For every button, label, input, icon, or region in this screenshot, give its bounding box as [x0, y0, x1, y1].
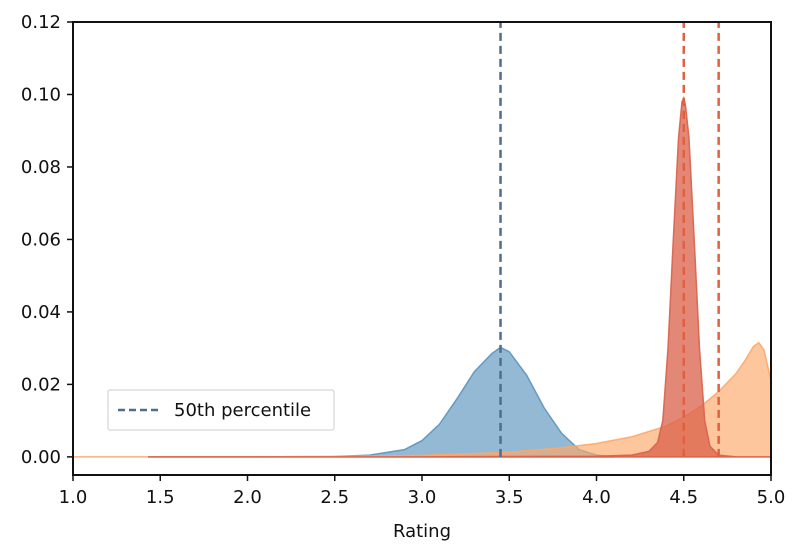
x-tick-label: 4.5 [669, 487, 698, 508]
x-tick-label: 3.0 [408, 487, 437, 508]
y-tick-label: 0.06 [21, 229, 61, 250]
median-lines [499, 22, 720, 457]
legend-label: 50th percentile [174, 400, 311, 421]
density-areas [73, 95, 771, 458]
y-tick-label: 0.12 [21, 12, 61, 33]
y-tick-label: 0.08 [21, 157, 61, 178]
x-tick-label: 5.0 [757, 487, 786, 508]
x-axis: 1.0 1.5 2.0 2.5 3.0 3.5 4.0 4.5 5.0 [59, 475, 786, 508]
x-tick-label: 1.5 [146, 487, 175, 508]
x-axis-title: Rating [393, 521, 451, 542]
x-tick-label: 2.0 [233, 487, 262, 508]
y-tick-label: 0.02 [21, 374, 61, 395]
y-axis: 0.00 0.02 0.04 0.06 0.08 0.10 0.12 [21, 12, 73, 468]
legend: 50th percentile [107, 389, 335, 431]
x-tick-label: 1.0 [59, 487, 88, 508]
y-tick-label: 0.04 [21, 302, 61, 323]
y-tick-label: 0.10 [21, 84, 61, 105]
x-tick-label: 4.0 [582, 487, 611, 508]
y-tick-label: 0.00 [21, 447, 61, 468]
x-tick-label: 3.5 [495, 487, 524, 508]
legend-box [107, 389, 335, 431]
x-tick-label: 2.5 [320, 487, 349, 508]
